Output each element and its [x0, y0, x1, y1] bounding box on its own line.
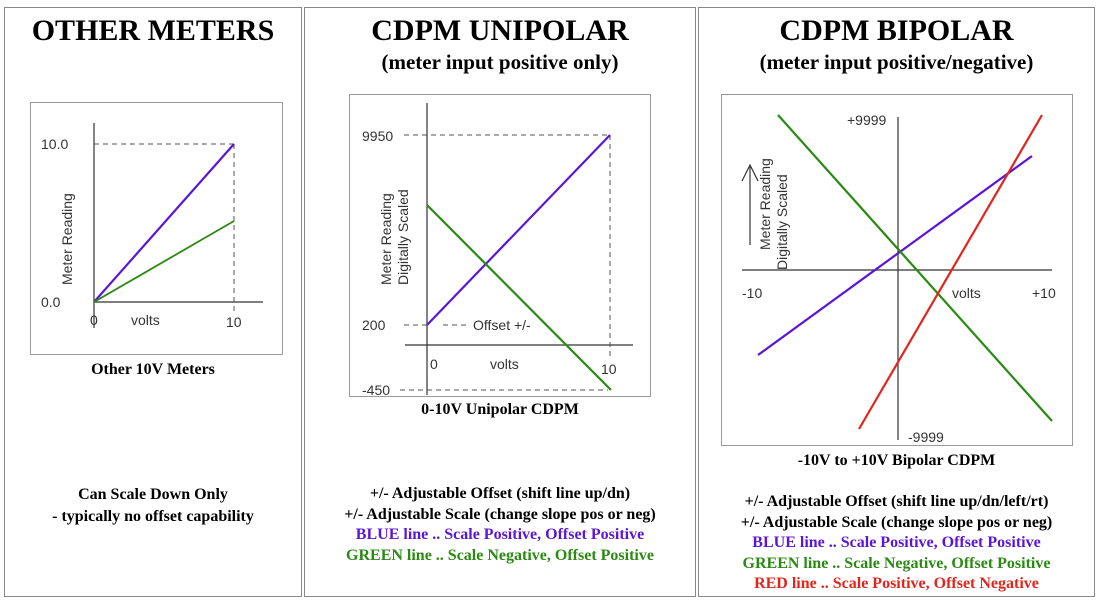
bipolar-graph: +9999 -9999 -10 volts +10 Meter Reading …	[741, 112, 1056, 445]
x-right-label: +10	[1032, 285, 1056, 301]
note-line: +/- Adjustable Scale (change slope pos o…	[344, 505, 656, 523]
y-axis-label-2: Digitally Scaled	[395, 189, 411, 285]
x-end-label: 10	[226, 314, 242, 330]
note-blue-line: BLUE line .. Scale Positive, Offset Posi…	[752, 534, 1041, 551]
panel-title: CDPM UNIPOLAR	[371, 14, 629, 47]
x-start-label: 0	[430, 356, 438, 372]
note-line: - typically no offset capability	[52, 507, 254, 525]
notes: +/- Adjustable Offset (shift line up/dn)…	[305, 484, 695, 566]
note-line: +/- Adjustable Offset (shift line up/dn)	[369, 485, 631, 502]
note-line: Can Scale Down Only	[78, 486, 228, 503]
notes: Can Scale Down Only - typically no offse…	[5, 484, 301, 527]
y-top-label: 10.0	[41, 136, 68, 152]
green-line	[426, 204, 612, 391]
y-axis-label-1: Meter Reading	[757, 158, 773, 250]
x-label: volts	[952, 285, 981, 301]
unipolar-graph: 9950 200 -450 Offset +/- 0 volts 10 Mete…	[362, 103, 633, 398]
y-bottom-label: 0.0	[41, 294, 61, 310]
graph-box: +9999 -9999 -10 volts +10 Meter Reading …	[721, 94, 1073, 446]
note-line: +/- Adjustable Scale (change slope pos o…	[740, 513, 1053, 531]
graph-box: 10.0 0.0 0 volts 10 Meter Reading	[30, 102, 283, 355]
up-arrow-icon	[741, 163, 759, 182]
notes: +/- Adjustable Offset (shift line up/dn/…	[699, 492, 1094, 595]
graph-box: 9950 200 -450 Offset +/- 0 volts 10 Mete…	[349, 94, 651, 398]
panel-cdpm-bipolar: CDPM BIPOLAR (meter input positive/negat…	[698, 7, 1095, 597]
panel-subtitle: (meter input positive only)	[381, 50, 619, 74]
x-left-label: -10	[742, 285, 762, 301]
y-bottom-label: -9999	[908, 429, 944, 445]
blue-line	[93, 143, 235, 303]
y-axis-label: Meter Reading	[59, 193, 75, 285]
x-end-label: 10	[601, 361, 617, 377]
y-axis-label-2: Digitally Scaled	[774, 174, 790, 270]
y-top-label: +9999	[847, 112, 887, 128]
offset-label: Offset +/-	[473, 317, 531, 333]
other-meters-graph: 10.0 0.0 0 volts 10 Meter Reading	[41, 123, 263, 330]
green-line	[777, 114, 1053, 422]
blue-line	[757, 155, 1033, 356]
graph-caption: Other 10V Meters	[91, 361, 215, 378]
y-top-label: 9950	[362, 128, 393, 144]
panel-cdpm-unipolar: CDPM UNIPOLAR (meter input positive only…	[304, 7, 696, 597]
panel-subtitle: (meter input positive/negative)	[759, 50, 1034, 74]
graph-caption: -10V to +10V Bipolar CDPM	[797, 452, 996, 469]
note-green-line: GREEN line .. Scale Negative, Offset Pos…	[346, 546, 654, 564]
red-line	[858, 114, 1043, 430]
y-axis-label-1: Meter Reading	[378, 193, 394, 285]
green-line	[93, 220, 235, 303]
note-red-line: RED line .. Scale Positive, Offset Negat…	[754, 575, 1039, 592]
graph-caption: 0-10V Unipolar CDPM	[421, 401, 579, 418]
panel-other-meters: OTHER METERS 10.0 0.0 0 volts 10 Meter R…	[4, 7, 302, 597]
panel-title: CDPM BIPOLAR	[779, 14, 1014, 47]
y-offset-label: 200	[362, 317, 386, 333]
note-blue-line: BLUE line .. Scale Positive, Offset Posi…	[355, 526, 645, 543]
note-line: +/- Adjustable Offset (shift line up/dn/…	[744, 493, 1049, 510]
blue-line	[426, 134, 611, 326]
x-label: volts	[131, 312, 160, 328]
panel-title: OTHER METERS	[31, 14, 275, 47]
y-bottom-label: -450	[362, 382, 390, 396]
x-label: volts	[490, 356, 519, 372]
x-start-label: 0	[90, 312, 98, 328]
note-green-line: GREEN line .. Scale Negative, Offset Pos…	[742, 554, 1051, 572]
